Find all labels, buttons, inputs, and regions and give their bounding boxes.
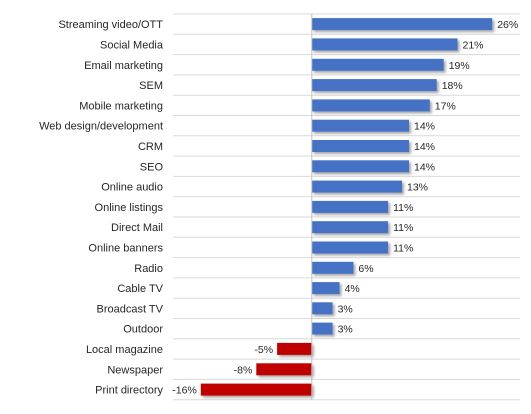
value-label: 11% xyxy=(393,243,413,255)
bar-seo xyxy=(311,160,409,173)
category-label: Print directory xyxy=(95,385,163,397)
category-label: Broadcast TV xyxy=(97,303,164,315)
value-label: 18% xyxy=(442,80,463,92)
bar-crm xyxy=(311,140,409,152)
value-label: 17% xyxy=(435,100,456,112)
category-label: Radio xyxy=(134,263,163,275)
category-label: CRM xyxy=(138,141,163,153)
category-label: Social Media xyxy=(100,39,164,51)
bar-online-audio xyxy=(311,180,402,193)
value-label: 14% xyxy=(414,161,435,173)
category-label: SEO xyxy=(140,161,164,173)
value-label: 3% xyxy=(338,303,353,315)
bar-mobile-marketing xyxy=(311,99,430,112)
bar-social-media xyxy=(311,38,458,51)
category-label: SEM xyxy=(139,80,163,92)
value-label: 3% xyxy=(338,324,353,336)
category-label: Local magazine xyxy=(86,344,163,356)
category-label: Online banners xyxy=(88,243,163,255)
value-label: 21% xyxy=(463,39,484,51)
value-label: 14% xyxy=(414,141,435,153)
category-label: Newspaper xyxy=(107,364,163,376)
bar-outdoor xyxy=(311,322,333,335)
category-label: Mobile marketing xyxy=(79,100,163,112)
bars xyxy=(200,18,493,396)
bar-web-design-development xyxy=(311,119,409,132)
bar-sem xyxy=(311,79,437,92)
value-label: 13% xyxy=(407,182,428,194)
bar-newspaper xyxy=(256,363,312,376)
value-label: 11% xyxy=(393,202,413,214)
category-label: Streaming video/OTT xyxy=(58,19,163,31)
bar-radio xyxy=(311,261,354,274)
bar-broadcast-tv xyxy=(311,302,333,315)
bar-direct-mail xyxy=(311,221,389,234)
bar-online-banners xyxy=(311,241,389,254)
gridlines xyxy=(173,13,520,401)
category-labels: Streaming video/OTT Social Media Email mar… xyxy=(39,19,164,397)
value-label: 6% xyxy=(358,263,373,275)
value-label: -16% xyxy=(172,385,197,397)
category-label: Outdoor xyxy=(123,324,163,336)
value-label: 11% xyxy=(393,222,413,234)
category-label: Online audio xyxy=(101,182,163,194)
category-label: Direct Mail xyxy=(111,222,163,234)
value-label: 19% xyxy=(449,60,470,72)
value-label: -5% xyxy=(254,344,273,356)
category-label: Cable TV xyxy=(117,283,163,295)
value-label: 4% xyxy=(345,283,360,295)
category-label: Online listings xyxy=(95,202,164,214)
bar-online-listings xyxy=(311,200,389,213)
value-label: 14% xyxy=(414,121,435,133)
value-labels: 26%21%19%18%17%14%14%14%13%11%11%11%6%4%… xyxy=(172,19,518,397)
bar-streaming-video-ott xyxy=(311,18,493,31)
bar-local-magazine xyxy=(277,342,312,355)
bar-email-marketing xyxy=(311,58,444,71)
category-label: Email marketing xyxy=(84,60,163,72)
bar-print-directory xyxy=(200,383,312,396)
bar-cable-tv xyxy=(311,282,340,295)
value-label: -8% xyxy=(234,364,253,376)
value-label: 26% xyxy=(497,19,518,31)
category-label: Web design/development xyxy=(39,121,163,133)
